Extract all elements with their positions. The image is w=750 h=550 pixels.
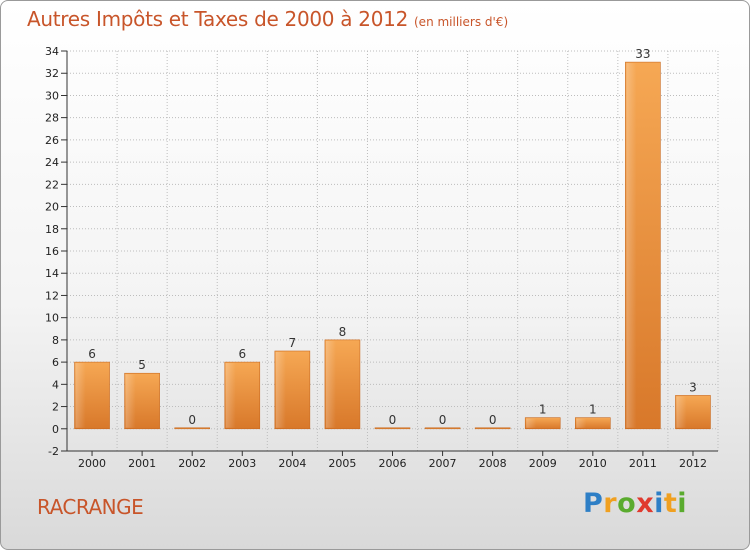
y-tick-label: 34	[45, 45, 59, 58]
logo-letter: t	[663, 488, 678, 519]
chart-title: Autres Impôts et Taxes de 2000 à 2012 (en…	[27, 7, 508, 31]
y-tick-label: 0	[52, 423, 59, 436]
y-tick-label: 28	[45, 112, 59, 125]
x-tick-label: 2008	[479, 457, 507, 470]
bar	[424, 427, 461, 430]
x-tick-label: 2004	[278, 457, 306, 470]
value-label: 0	[439, 413, 447, 427]
logo-letter: i	[677, 488, 688, 519]
value-label: 0	[389, 413, 397, 427]
proxiti-logo: Proxiti	[583, 488, 687, 519]
y-tick-label: 32	[45, 67, 59, 80]
y-tick-label: 4	[52, 378, 59, 391]
y-tick-label: 24	[45, 156, 59, 169]
y-tick-label: 14	[45, 267, 59, 280]
logo-letter: r	[603, 488, 618, 519]
bar-highlight	[626, 63, 637, 428]
y-tick-label: 18	[45, 223, 59, 236]
bar-highlight	[225, 363, 236, 428]
y-tick-label: 20	[45, 201, 59, 214]
x-tick-label: 2011	[629, 457, 657, 470]
x-tick-label: 2010	[579, 457, 607, 470]
value-label: 3	[689, 380, 697, 394]
value-label: 0	[489, 413, 497, 427]
bar	[174, 427, 210, 430]
value-label: 0	[188, 413, 196, 427]
bar-highlight	[125, 374, 136, 428]
x-tick-label: 2003	[228, 457, 256, 470]
bar	[575, 417, 611, 430]
x-tick-label: 2001	[128, 457, 156, 470]
y-tick-label: 30	[45, 89, 59, 102]
value-label: 5	[138, 358, 146, 372]
y-tick-label: 6	[52, 356, 59, 369]
commune-name: RACRANGE	[37, 495, 144, 519]
x-tick-label: 2009	[529, 457, 557, 470]
value-label: 1	[539, 403, 547, 417]
x-tick-label: 2000	[78, 457, 106, 470]
logo-letter: x	[636, 488, 655, 519]
bar	[524, 417, 561, 430]
y-tick-label: -2	[48, 445, 59, 458]
value-label: 8	[339, 325, 347, 339]
bar-highlight	[75, 363, 86, 428]
bar	[374, 427, 411, 430]
x-tick-label: 2012	[679, 457, 707, 470]
y-tick-label: 10	[45, 312, 59, 325]
bar-highlight	[676, 396, 687, 428]
y-tick-label: 8	[52, 334, 59, 347]
logo-letter: o	[617, 488, 637, 519]
x-tick-label: 2005	[328, 457, 356, 470]
bar-highlight	[576, 418, 587, 428]
value-label: 1	[589, 403, 597, 417]
logo-letter: i	[654, 488, 664, 519]
y-tick-label: 16	[45, 245, 59, 258]
value-label: 6	[88, 347, 96, 361]
value-label: 7	[289, 336, 297, 350]
x-tick-label: 2006	[379, 457, 407, 470]
y-tick-label: 12	[45, 289, 59, 302]
y-tick-label: 2	[52, 401, 59, 414]
y-tick-label: 26	[45, 134, 59, 147]
x-tick-label: 2002	[178, 457, 206, 470]
value-label: 6	[238, 347, 246, 361]
logo-letter: P	[583, 488, 604, 519]
chart-title-text: Autres Impôts et Taxes de 2000 à 2012	[27, 7, 408, 31]
chart-subtitle: (en milliers d'€)	[414, 15, 509, 29]
value-label: 33	[635, 47, 650, 61]
bar	[474, 427, 511, 430]
bar-highlight	[325, 340, 336, 428]
x-tick-label: 2007	[429, 457, 457, 470]
bar-highlight	[526, 418, 537, 428]
y-tick-label: 22	[45, 178, 59, 191]
bar-highlight	[275, 352, 286, 428]
